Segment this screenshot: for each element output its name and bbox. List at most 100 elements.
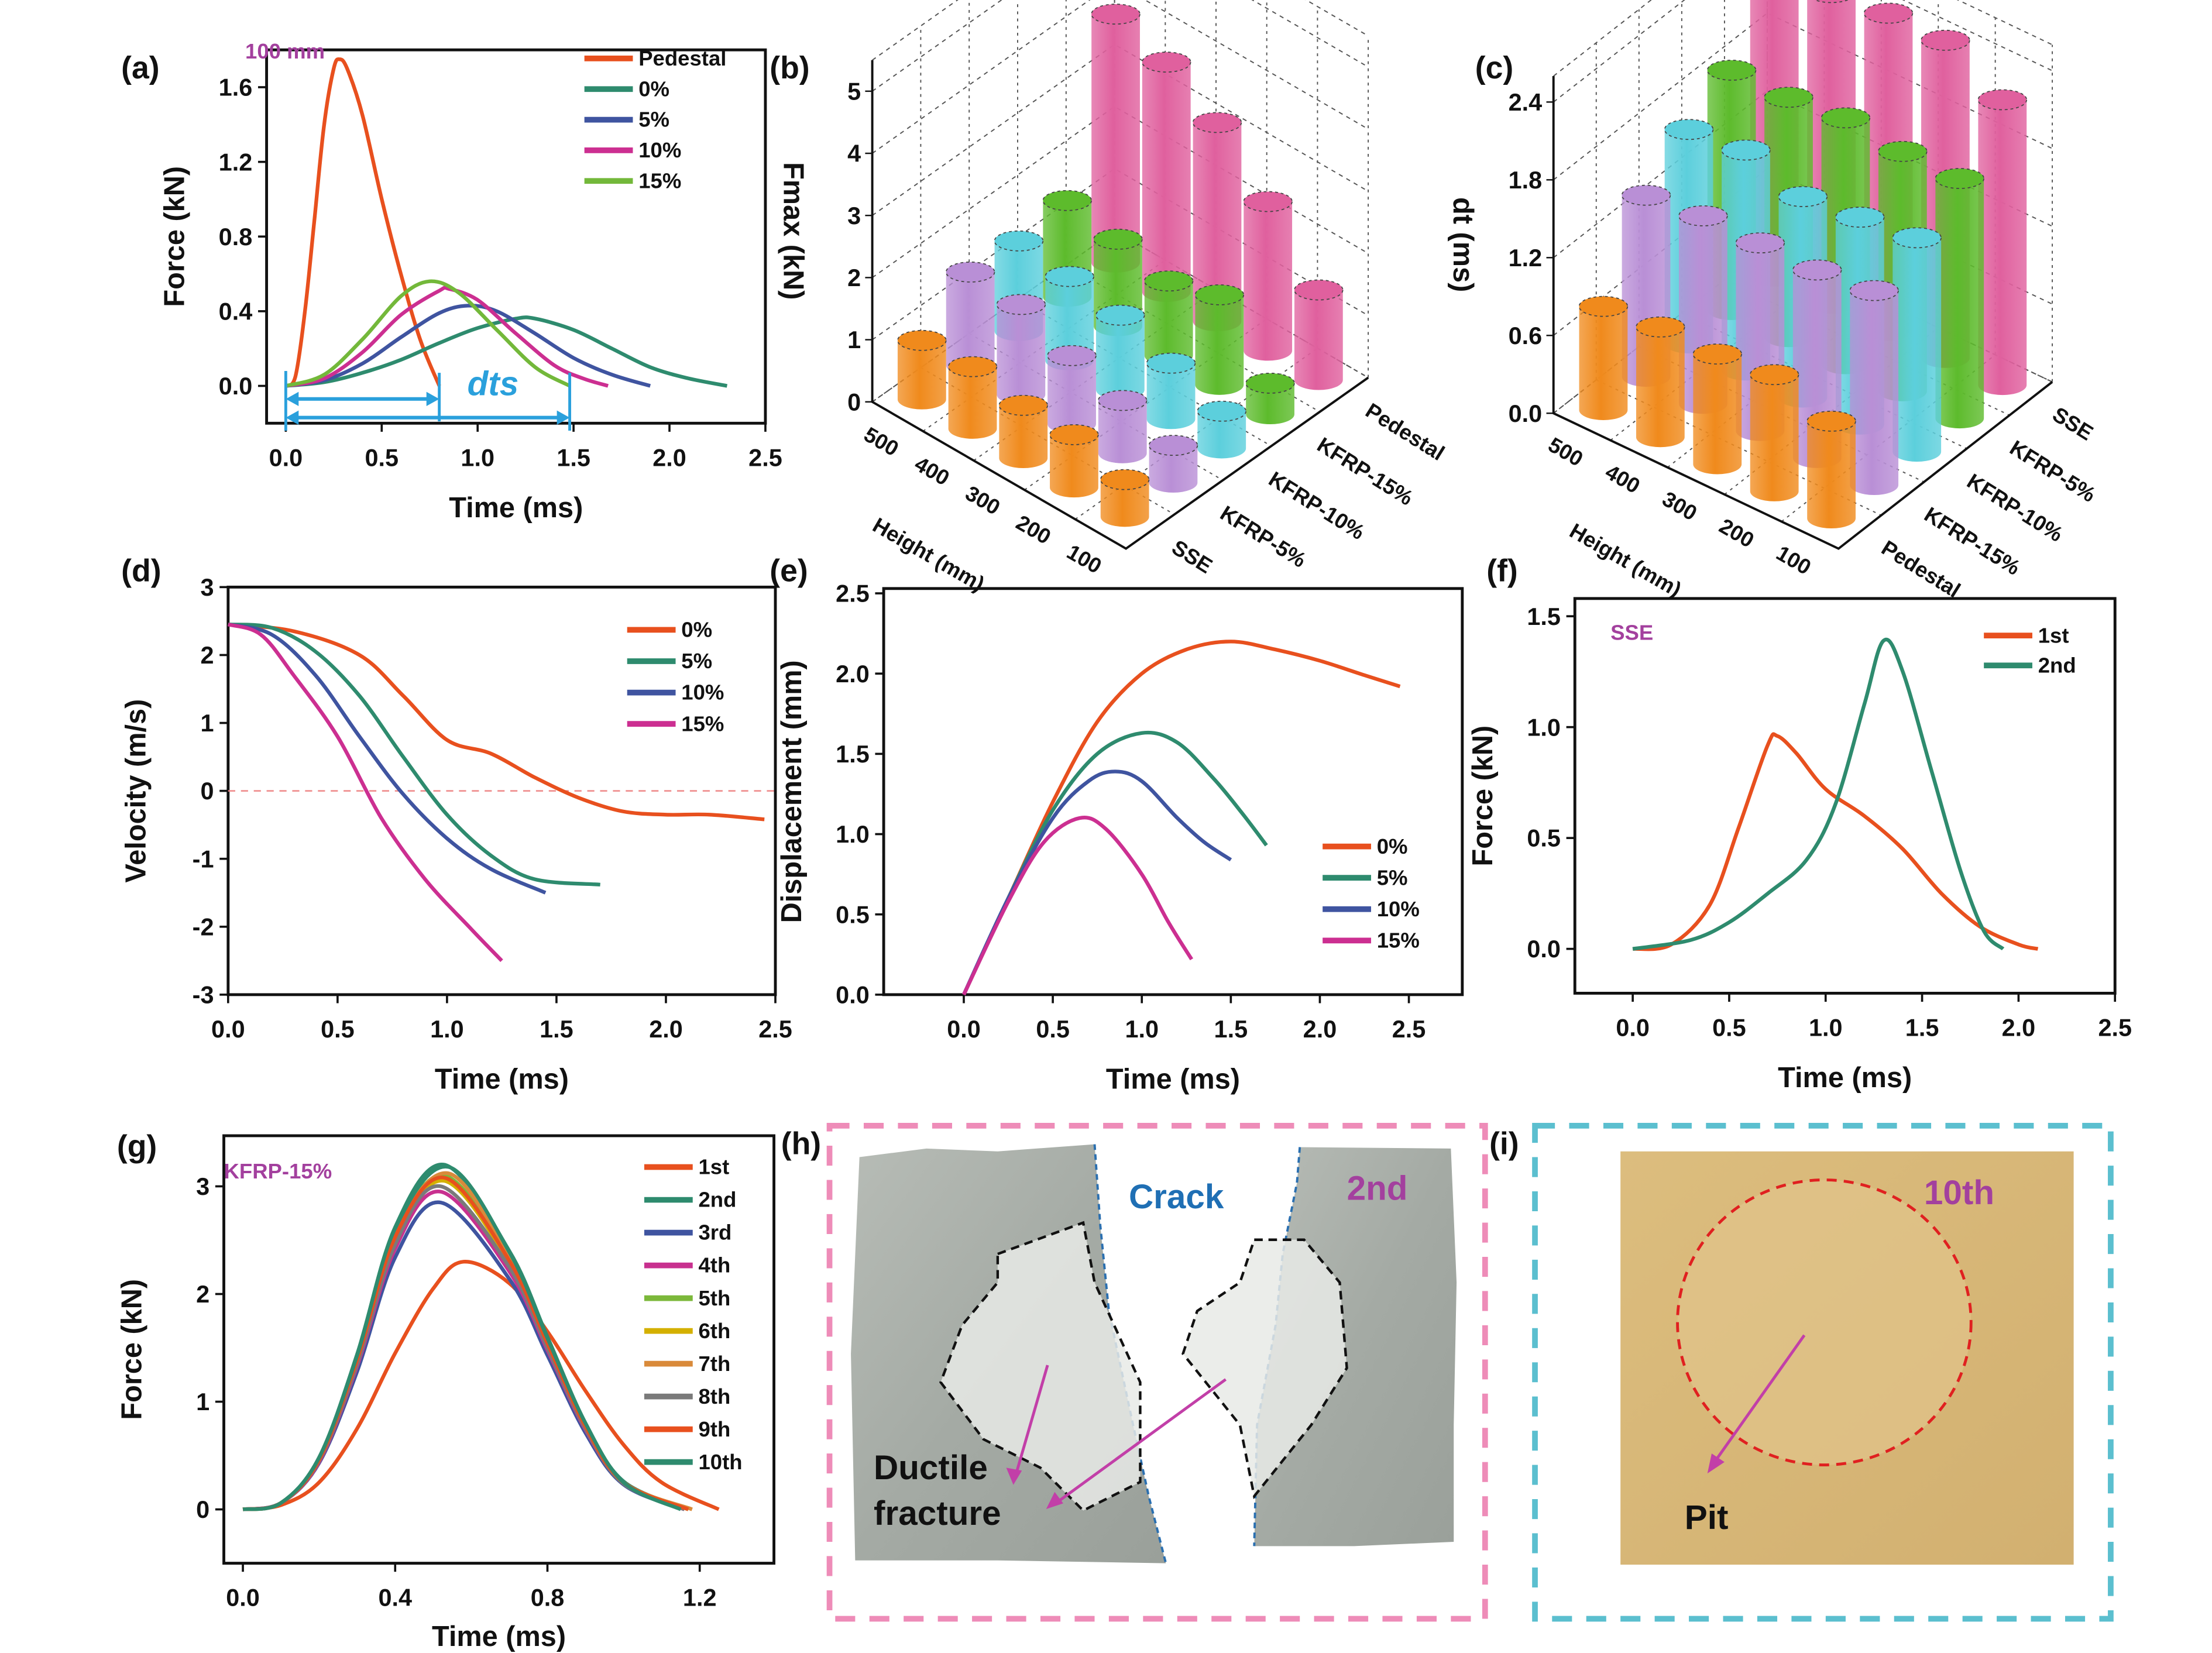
bar-top (994, 230, 1044, 252)
bar-top (1678, 205, 1728, 226)
photo-panel-i: (i) 10th Pit (1489, 1123, 2114, 1622)
bar-body (1091, 14, 1140, 273)
y-tick-label: 1.5 (836, 741, 870, 768)
bar-top (1892, 227, 1942, 249)
bar-body (1935, 178, 1984, 429)
bar-top (1878, 140, 1928, 162)
bar-body (1197, 411, 1246, 459)
chart-d: 0.0 0.5 1.0 1.5 2.0 2.5 -3 -2 -1 0 1 2 3 Time (ms) Vel… (121, 554, 792, 1095)
bar-top (1093, 228, 1143, 250)
bar (1977, 89, 2028, 396)
legend-label: 5% (681, 649, 712, 673)
height-tick-label: 100 (1773, 541, 1815, 579)
bar-body (1098, 400, 1147, 463)
z-axis-label: dt (ms) (1447, 197, 1479, 292)
bar-top (947, 356, 998, 377)
y-tick-label: 0.5 (1527, 825, 1561, 852)
y-axis-label: Velocity (m/s) (121, 699, 152, 883)
bar-body (1100, 479, 1149, 527)
y-tick-label: 1.0 (836, 821, 870, 848)
bar-top (998, 394, 1049, 416)
series-line-10% (228, 623, 547, 895)
crack-label: Crack (1129, 1178, 1224, 1216)
panel-annotation: 100 mm (245, 39, 325, 63)
bar-body (1892, 238, 1942, 462)
bar (897, 329, 947, 410)
bar-body (1244, 201, 1293, 361)
bar-top (1806, 410, 1856, 432)
z-tick-label: 0 (847, 389, 861, 415)
z-tick-label: 0.6 (1509, 322, 1543, 349)
y-axis-label: Displacement (mm) (776, 660, 808, 923)
bar (1243, 191, 1293, 361)
bar (1148, 435, 1198, 493)
dts-label: dts (468, 365, 519, 403)
series-line-5% (285, 304, 651, 388)
bar (1100, 469, 1150, 527)
legend-label: 4th (698, 1253, 730, 1277)
legend-label: 15% (1377, 929, 1420, 953)
x-tick-label: 0.5 (1036, 1016, 1070, 1043)
height-tick-label: 200 (1715, 514, 1758, 552)
legend-label: 2nd (2038, 653, 2076, 677)
bar-top (1792, 259, 1842, 281)
bar-top (1821, 107, 1871, 129)
bar-top (1935, 168, 1985, 189)
height-axis-label: Height (mm) (1565, 518, 1685, 602)
x-axis-label: Time (ms) (435, 1064, 569, 1095)
x-tick-label: 2.5 (1392, 1016, 1426, 1043)
photo-panel-h: (h) Crack 2nd Ductile fracture (781, 1123, 1488, 1622)
legend-label: 15% (638, 169, 681, 193)
height-tick-label: 400 (1601, 459, 1644, 498)
wall-gridline (1553, 0, 2053, 103)
bar-body (1850, 290, 1899, 496)
pit-region (1676, 1178, 1973, 1466)
bar-body (999, 405, 1048, 469)
z-tick-label: 1.8 (1509, 167, 1543, 194)
legend-label: Pedestal (638, 46, 726, 70)
legend-label: 15% (681, 712, 724, 736)
legend-label: 5% (1377, 865, 1408, 889)
series-line-0% (228, 623, 765, 822)
bar-top (1194, 284, 1245, 305)
y-tick-label: 3 (200, 574, 214, 601)
legend-label: 10% (638, 138, 681, 162)
panel-label: (h) (781, 1127, 821, 1161)
category-tick-label: SSE (2048, 402, 2097, 445)
x-axis-label: Time (ms) (1778, 1062, 1912, 1094)
bar-top (1095, 304, 1145, 326)
z-axis-label: Fmax (kN) (778, 162, 809, 300)
x-tick-label: 0.5 (321, 1016, 355, 1043)
bar-top (1664, 119, 1714, 140)
bar-top (1042, 190, 1093, 211)
bar (1578, 295, 1629, 420)
z-tick-label: 5 (847, 78, 861, 105)
bar-top (1142, 51, 1191, 73)
bar-top (1778, 186, 1828, 207)
y-tick-label: 1.6 (219, 74, 253, 101)
x-tick-label: 2.0 (652, 444, 686, 471)
ductile-region (939, 1221, 1142, 1513)
x-tick-label: 1.0 (461, 444, 494, 471)
series-line-5% (228, 623, 600, 887)
bar (1849, 280, 1899, 496)
y-tick-label: 0.0 (836, 981, 870, 1008)
y-tick-label: 1.0 (1527, 714, 1561, 741)
cycle-label: 10th (1924, 1174, 1994, 1212)
legend-label: 9th (698, 1417, 730, 1441)
series-line-3rd (242, 1200, 685, 1511)
series-line-8th (242, 1184, 685, 1511)
bar (998, 394, 1049, 469)
bar-top (1921, 29, 1970, 51)
bar-top (1197, 400, 1247, 422)
bar (1294, 279, 1344, 390)
bar (1095, 304, 1145, 400)
bar (1749, 364, 1799, 501)
pointer-arrow (1713, 1334, 1806, 1463)
bar (1197, 400, 1247, 459)
y-tick-label: 3 (196, 1173, 209, 1200)
series-line-10th (242, 1164, 682, 1511)
series-line-6th (242, 1178, 689, 1511)
legend-label: 7th (698, 1352, 730, 1376)
cycle-label: 2nd (1347, 1170, 1408, 1208)
